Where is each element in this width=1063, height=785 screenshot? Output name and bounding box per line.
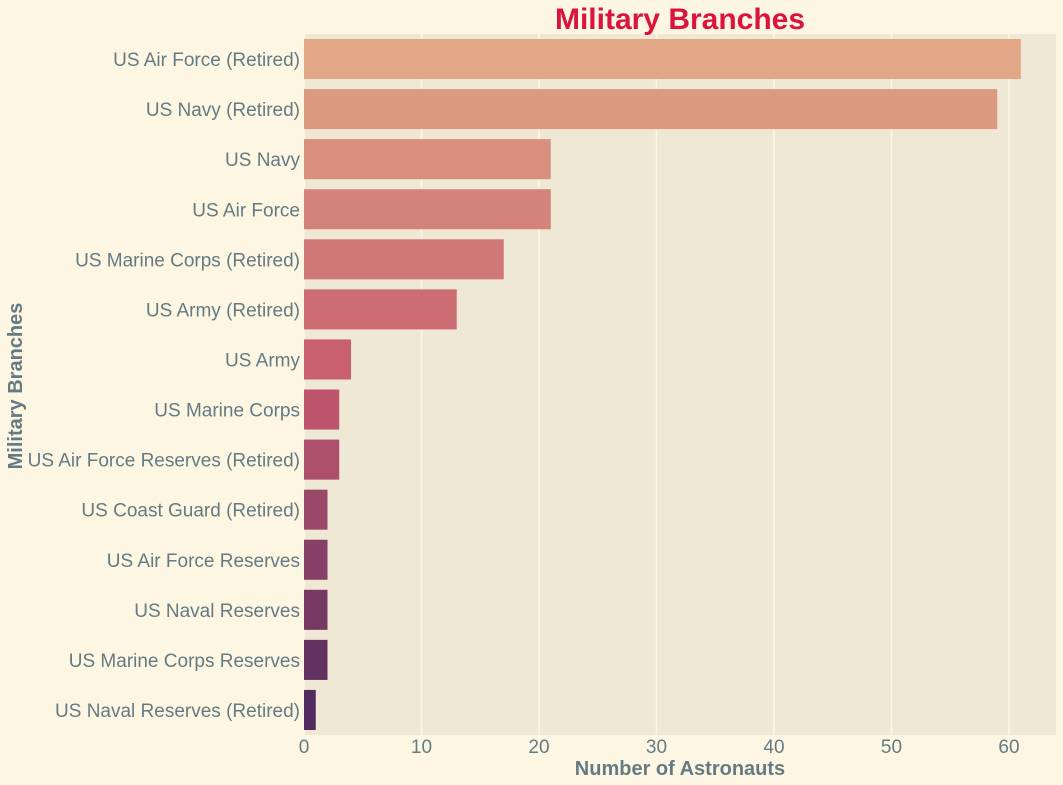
- category-label: US Marine Corps: [154, 401, 300, 422]
- category-label: US Army (Retired): [146, 300, 300, 321]
- category-label: US Army: [225, 350, 300, 371]
- bar: [304, 89, 998, 130]
- x-tick-label: 30: [646, 737, 667, 758]
- category-label: US Air Force (Retired): [113, 50, 300, 71]
- category-labels: US Air Force (Retired) US Navy (Retired) U…: [28, 50, 301, 722]
- bar: [304, 639, 328, 680]
- x-axis-label: Number of Astronauts: [575, 758, 785, 780]
- bar: [304, 689, 316, 730]
- bar: [304, 489, 328, 530]
- category-label: US Naval Reserves (Retired): [55, 701, 300, 722]
- category-label: US Navy (Retired): [146, 100, 300, 121]
- x-tick-label: 60: [998, 737, 1019, 758]
- category-label: US Navy: [225, 150, 300, 171]
- category-label: US Air Force Reserves: [107, 551, 300, 572]
- y-axis-label: Military Branches: [5, 303, 27, 470]
- category-label: US Marine Corps Reserves: [69, 651, 300, 672]
- bar: [304, 539, 328, 580]
- category-label: US Coast Guard (Retired): [81, 501, 300, 522]
- bar: [304, 189, 551, 230]
- x-tick-label: 0: [299, 737, 310, 758]
- x-tick-label: 20: [528, 737, 549, 758]
- bar: [304, 339, 351, 380]
- x-tick-label: 40: [763, 737, 784, 758]
- bar: [304, 39, 1021, 80]
- category-label: US Marine Corps (Retired): [75, 250, 300, 271]
- bar: [304, 589, 328, 630]
- x-tick-labels: 0 10 20 30 40 50 60: [299, 737, 1020, 758]
- category-label: US Air Force: [192, 200, 300, 221]
- bar: [304, 439, 340, 480]
- bar: [304, 389, 340, 430]
- bar: [304, 239, 504, 280]
- category-label: US Naval Reserves: [134, 601, 300, 622]
- chart-title: Military Branches: [555, 3, 805, 36]
- x-tick-label: 50: [881, 737, 902, 758]
- x-tick-label: 10: [411, 737, 432, 758]
- bar: [304, 139, 551, 180]
- category-label: US Air Force Reserves (Retired): [28, 451, 300, 472]
- bar: [304, 289, 457, 330]
- bars: [304, 39, 1021, 730]
